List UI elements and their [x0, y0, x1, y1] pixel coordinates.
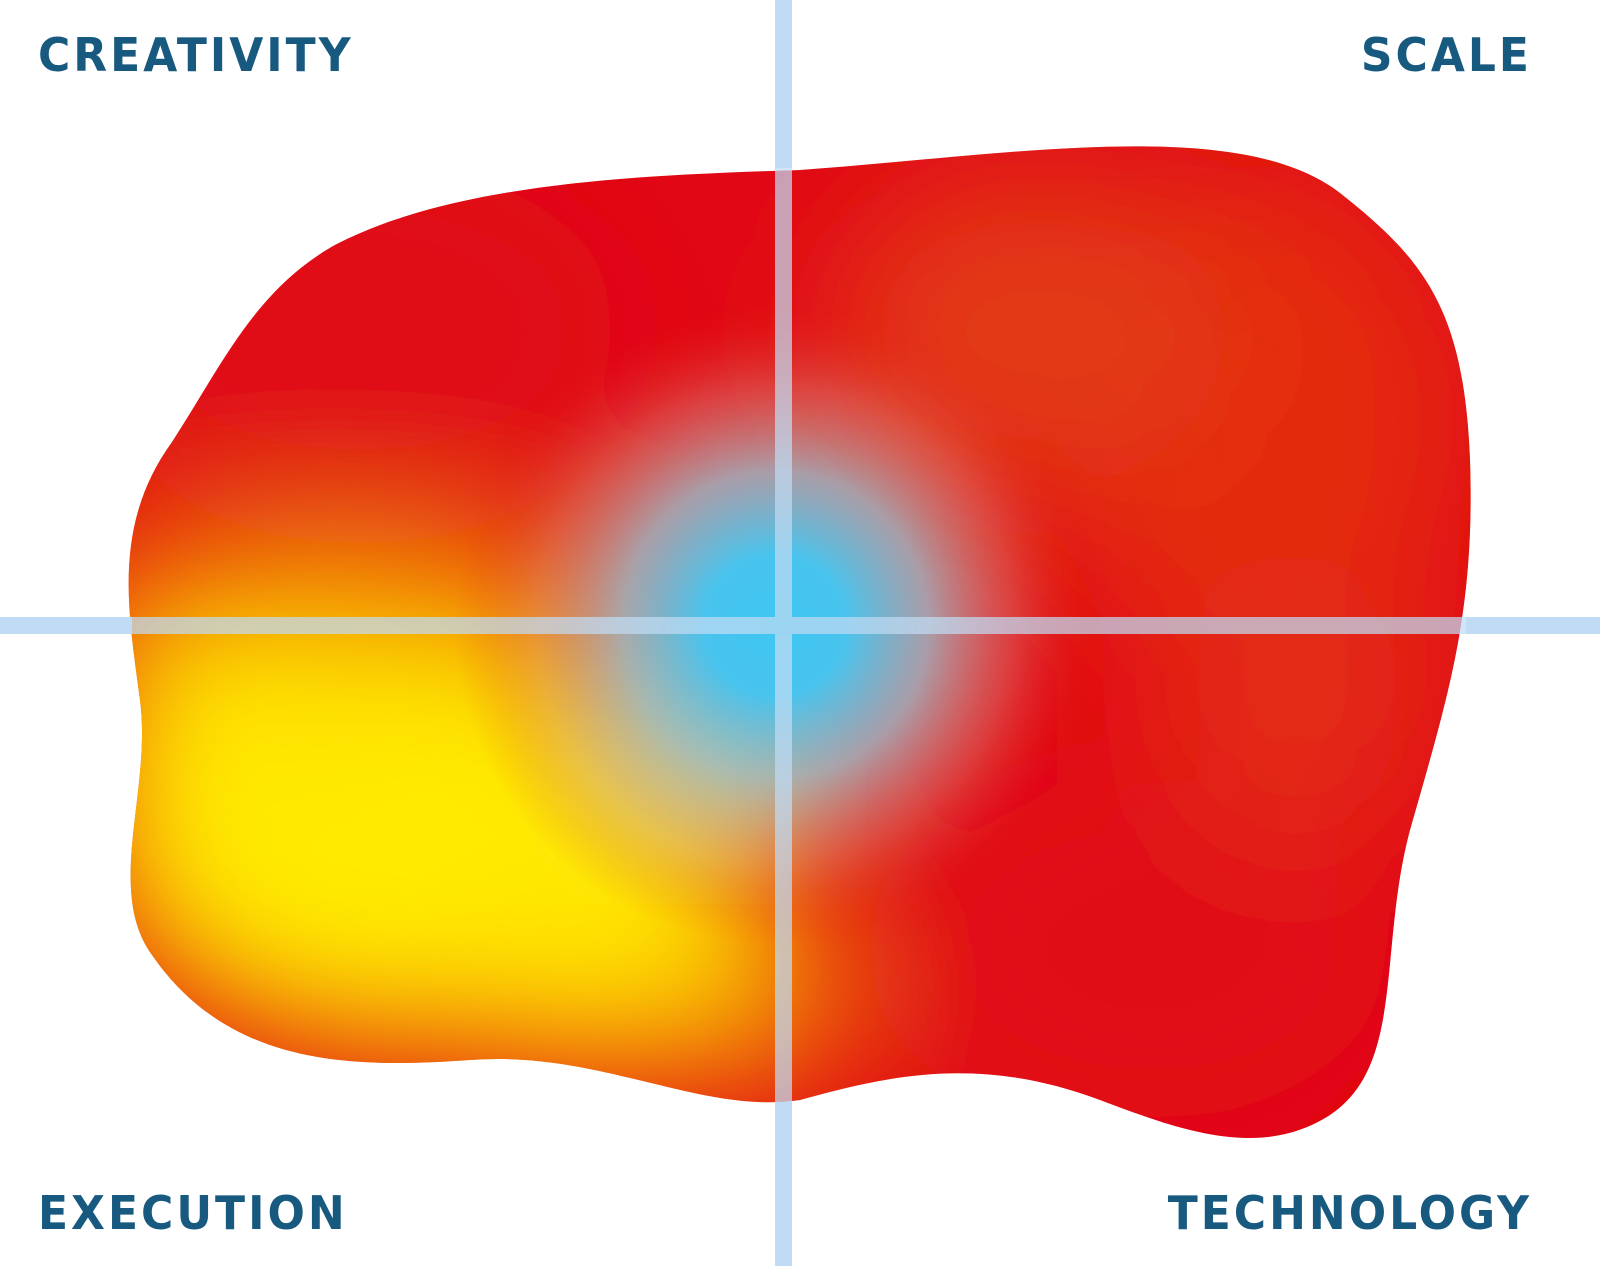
quadrant-label-scale: SCALE	[1360, 28, 1532, 83]
horizontal-axis	[0, 617, 1600, 634]
quadrant-label-creativity: CREATIVITY	[38, 28, 354, 83]
quadrant-label-technology: TECHNOLOGY	[1167, 1186, 1532, 1241]
quadrant-label-execution: EXECUTION	[38, 1186, 348, 1241]
